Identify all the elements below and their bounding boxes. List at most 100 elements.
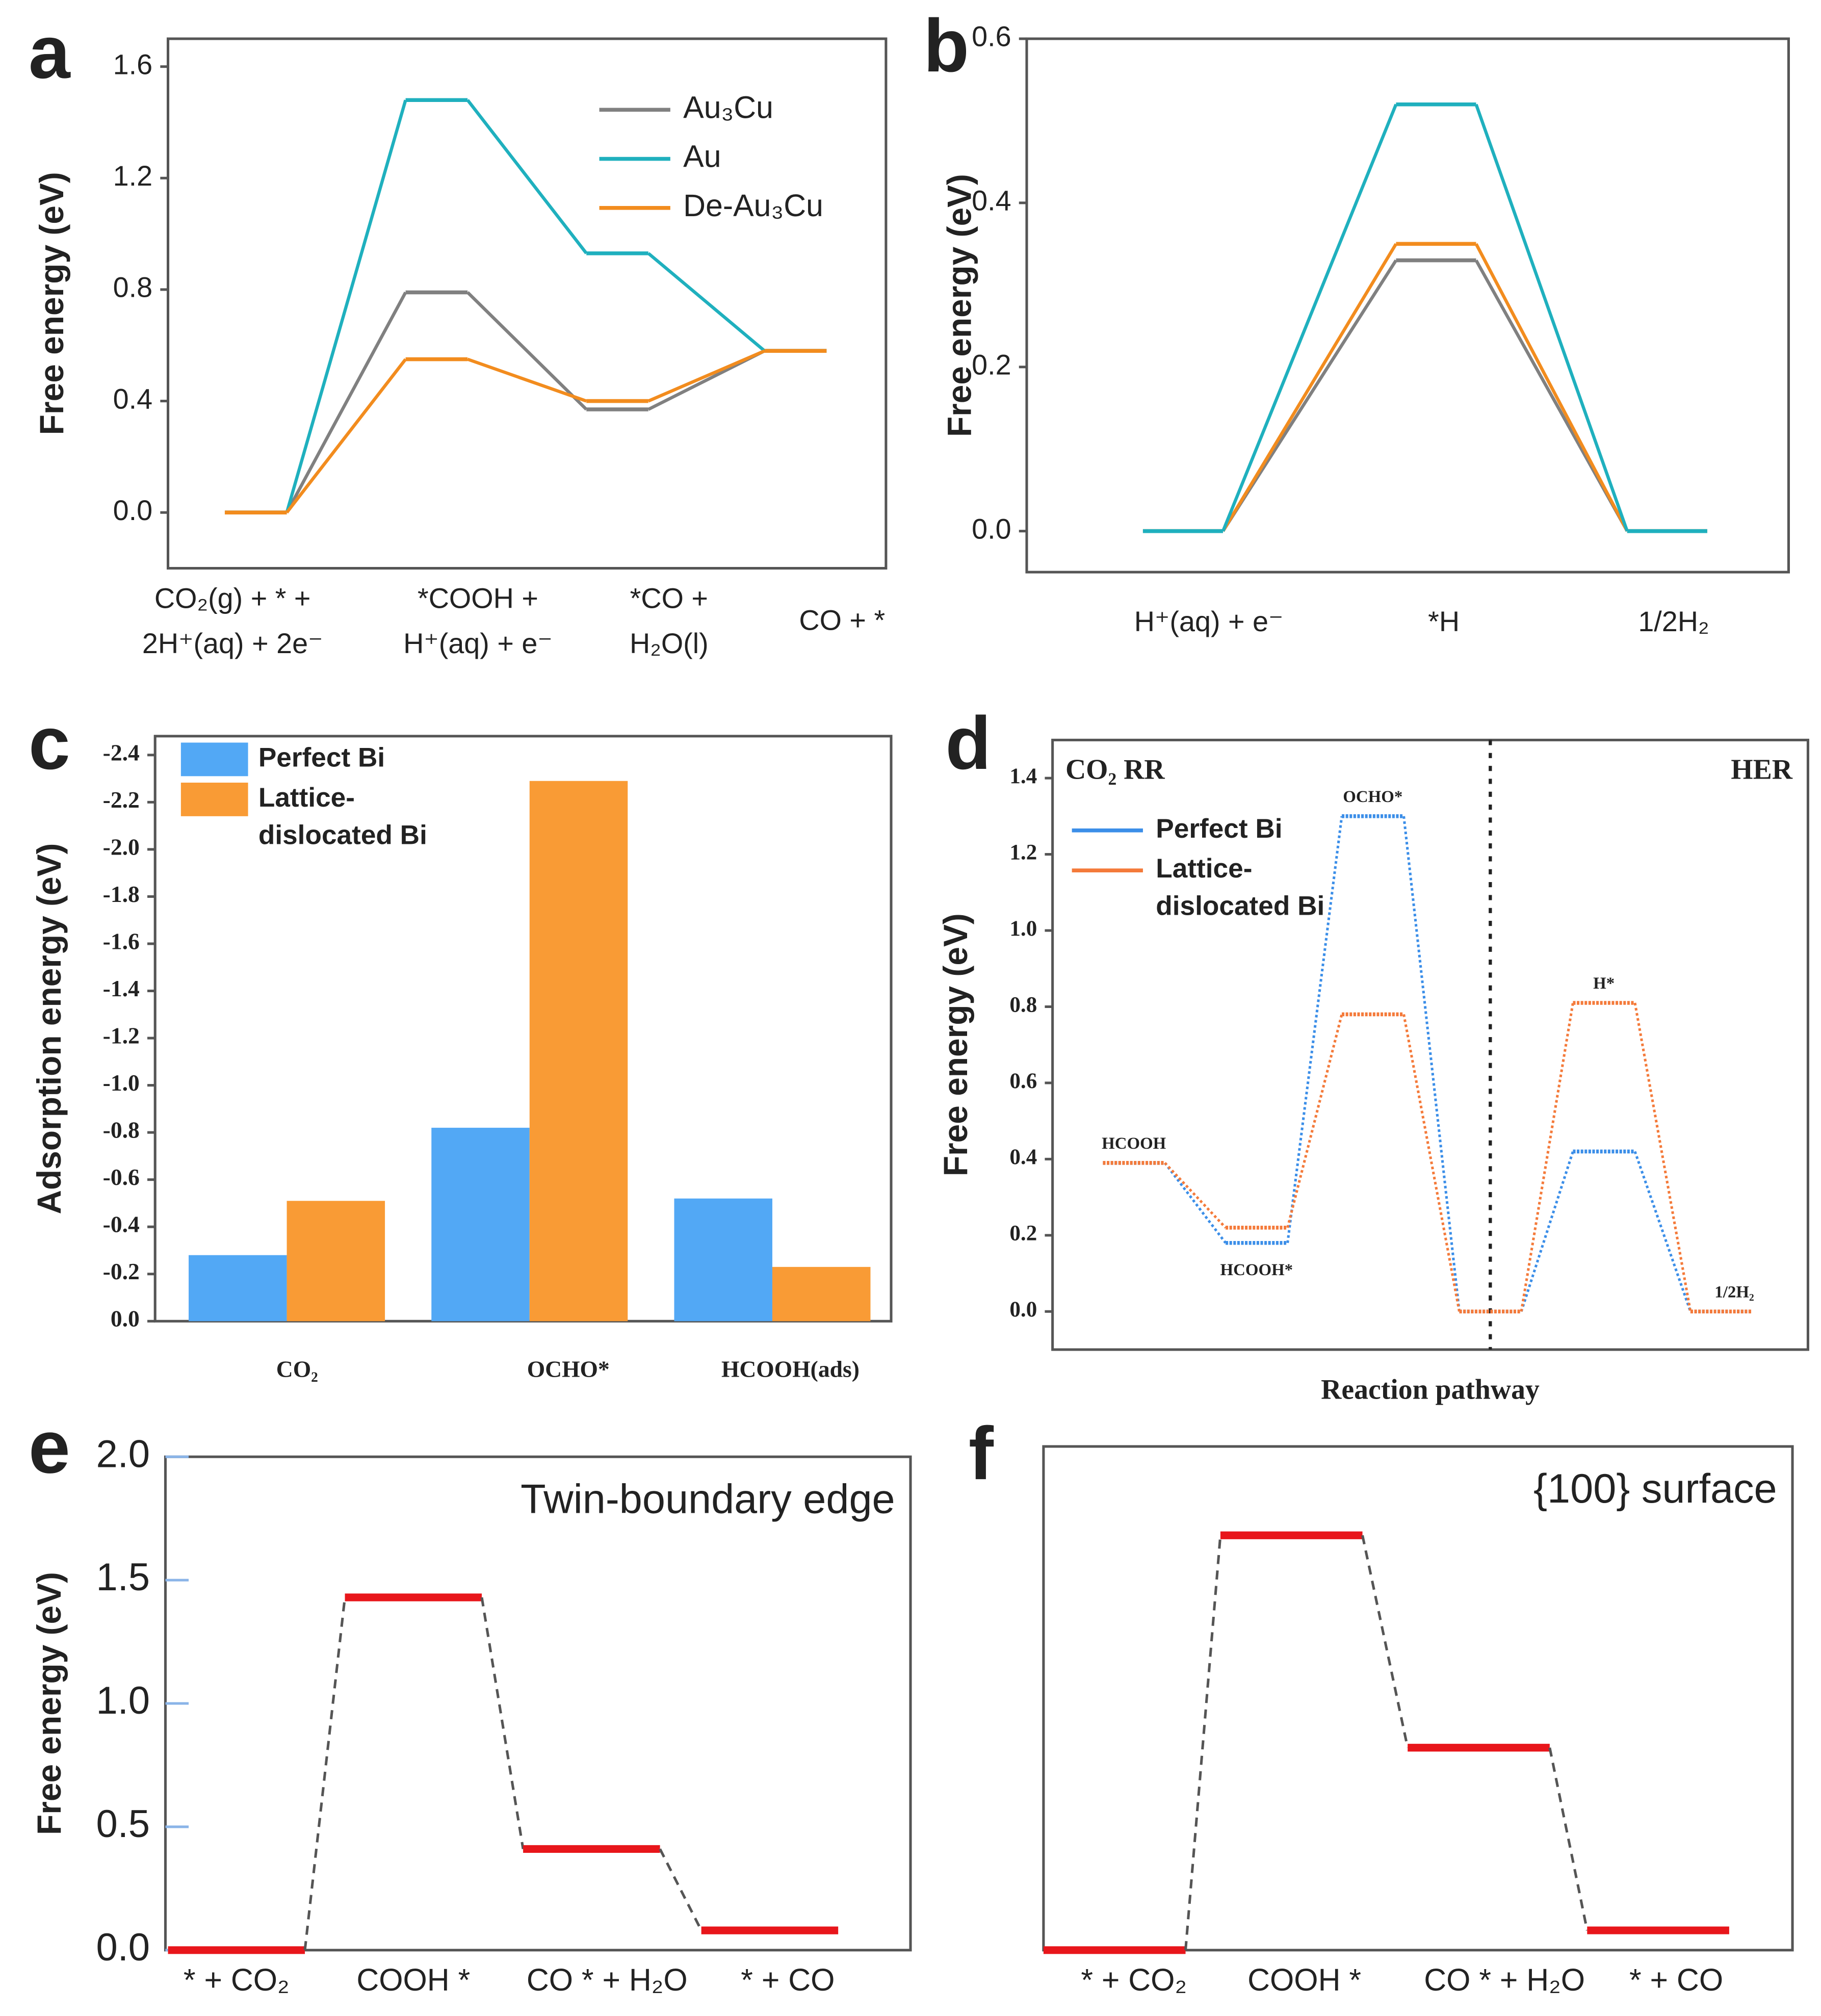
annotation: CO₂ RR <box>1065 754 1165 786</box>
y-tick-label: -0.2 <box>103 1258 140 1284</box>
x-tick-label: COOH * <box>356 1962 470 1997</box>
legend-label: Au₃Cu <box>683 90 773 124</box>
connector <box>1286 816 1343 1244</box>
panel-letter: f <box>969 1412 994 1495</box>
y-tick-label: 0.6 <box>1009 1069 1037 1093</box>
connector <box>1221 104 1398 532</box>
state-label: OCHO* <box>1343 788 1402 806</box>
x-tick-label: CO * + H₂O <box>1424 1962 1585 1997</box>
y-tick-label: -2.4 <box>103 739 140 765</box>
x-tick-label: OCHO* <box>527 1356 610 1382</box>
x-tick-label: CO * + H₂O <box>527 1962 688 1997</box>
y-tick-label: 0.4 <box>972 185 1011 217</box>
connector <box>1474 104 1629 532</box>
panel: a 0.0 0.4 0.8 1.2 1.6 Free energy (eV) CO₂(g) +… <box>29 11 888 659</box>
y-tick-label: 1.6 <box>113 48 152 80</box>
x-tick-label: 2H⁺(aq) + 2e⁻ <box>142 628 323 659</box>
connector <box>1402 816 1461 1312</box>
y-tick-label: 0.6 <box>972 21 1011 53</box>
x-tick-label: CO₂(g) + * + <box>154 583 311 614</box>
connector <box>1520 1151 1574 1312</box>
panel-letter: b <box>923 4 969 88</box>
connector <box>1402 1014 1461 1312</box>
y-tick-label: 2.0 <box>96 1432 150 1476</box>
panel: f * + CO₂ COOH * CO * + H₂O * + CO {100} surf… <box>969 1412 1794 1997</box>
y-axis-label: Free energy (eV) <box>936 913 974 1176</box>
x-tick-label: *CO + <box>630 583 708 614</box>
annotation: HER <box>1731 754 1793 786</box>
x-tick-label: CO₂ <box>276 1356 318 1382</box>
y-tick-label: 0.4 <box>113 383 152 415</box>
panel: d 0.0 0.2 0.4 0.6 0.8 1.0 1.2 1.4 Free energy (eV… <box>936 702 1809 1405</box>
connector <box>480 1597 525 1849</box>
annotation: Twin-boundary edge <box>521 1476 895 1522</box>
y-tick-label: -1.8 <box>103 881 140 907</box>
state-label: HCOOH* <box>1220 1261 1293 1279</box>
plot-frame <box>1042 1445 1794 1952</box>
panel-letter: d <box>945 702 991 785</box>
y-tick-label: 1.0 <box>1009 917 1037 941</box>
bar <box>674 1198 772 1322</box>
panel-letter: e <box>29 1405 70 1489</box>
y-axis-label: Adsorption energy (eV) <box>30 843 68 1214</box>
y-tick-label: 0.0 <box>96 1926 150 1969</box>
y-tick-label: -1.6 <box>103 928 140 954</box>
x-tick-label: *COOH + <box>418 583 538 614</box>
legend-swatch <box>180 782 248 816</box>
y-tick-label: 0.2 <box>1009 1222 1037 1246</box>
x-tick-label: H⁺(aq) + e⁻ <box>403 628 553 659</box>
x-tick-label: * + CO <box>741 1962 835 1997</box>
connector <box>1633 1002 1692 1312</box>
y-tick-label: 0.0 <box>972 513 1011 545</box>
x-tick-label: COOH * <box>1247 1962 1361 1997</box>
connector <box>1520 1002 1574 1312</box>
legend-label: Lattice-dislocated Bi <box>1156 854 1324 921</box>
y-tick-label: 1.2 <box>113 160 152 192</box>
y-tick-label: 1.0 <box>96 1679 150 1722</box>
x-tick-label: *H <box>1428 606 1460 637</box>
connector <box>303 1597 347 1951</box>
y-tick-label: 1.2 <box>1009 840 1037 864</box>
y-tick-label: -2.2 <box>103 787 140 813</box>
legend-swatch <box>180 742 248 777</box>
panel: e 0.0 0.5 1.0 1.5 2.0 Free energy (eV) * + CO₂ C… <box>29 1405 912 1997</box>
legend-label: De-Au₃Cu <box>683 188 823 223</box>
y-tick-label: -2.0 <box>103 834 140 860</box>
y-tick-label: 1.4 <box>1009 764 1037 788</box>
state-label: 1/2H₂ <box>1714 1283 1754 1301</box>
legend-label: Perfect Bi <box>258 742 385 772</box>
plot-frame <box>1025 37 1790 574</box>
bar <box>431 1127 530 1322</box>
y-tick-label: 1.5 <box>96 1556 150 1599</box>
x-tick-label: HCOOH(ads) <box>721 1356 860 1382</box>
plot-frame <box>164 1455 912 1952</box>
connector <box>1474 243 1629 532</box>
connector <box>467 357 587 403</box>
connector <box>1164 1162 1227 1229</box>
bar <box>529 781 628 1322</box>
bar <box>772 1267 871 1322</box>
connector <box>659 1848 703 1931</box>
connector <box>1548 1747 1589 1931</box>
connector <box>647 349 766 403</box>
connector <box>1286 1014 1343 1228</box>
connector <box>285 291 407 513</box>
y-tick-label: -0.4 <box>103 1211 140 1237</box>
y-tick-label: -1.2 <box>103 1023 140 1049</box>
x-axis-label: Reaction pathway <box>1321 1374 1540 1405</box>
panel: b 0.0 0.2 0.4 0.6 Free energy (eV) H⁺(aq) + e⁻… <box>923 4 1790 637</box>
state-label: HCOOH <box>1102 1134 1166 1153</box>
x-tick-label: * + CO₂ <box>1081 1962 1187 1997</box>
y-tick-label: -1.4 <box>103 975 140 1001</box>
y-tick-label: 0.0 <box>1009 1298 1037 1322</box>
x-tick-label: H₂O(l) <box>630 628 709 659</box>
y-axis-label: Free energy (eV) <box>941 174 978 437</box>
connector <box>1633 1151 1692 1312</box>
x-tick-label: * + CO <box>1629 1962 1723 1997</box>
x-tick-label: H⁺(aq) + e⁻ <box>1134 606 1284 637</box>
plot-frame <box>166 37 888 570</box>
x-tick-label: CO + * <box>799 605 885 636</box>
connector <box>466 99 588 254</box>
